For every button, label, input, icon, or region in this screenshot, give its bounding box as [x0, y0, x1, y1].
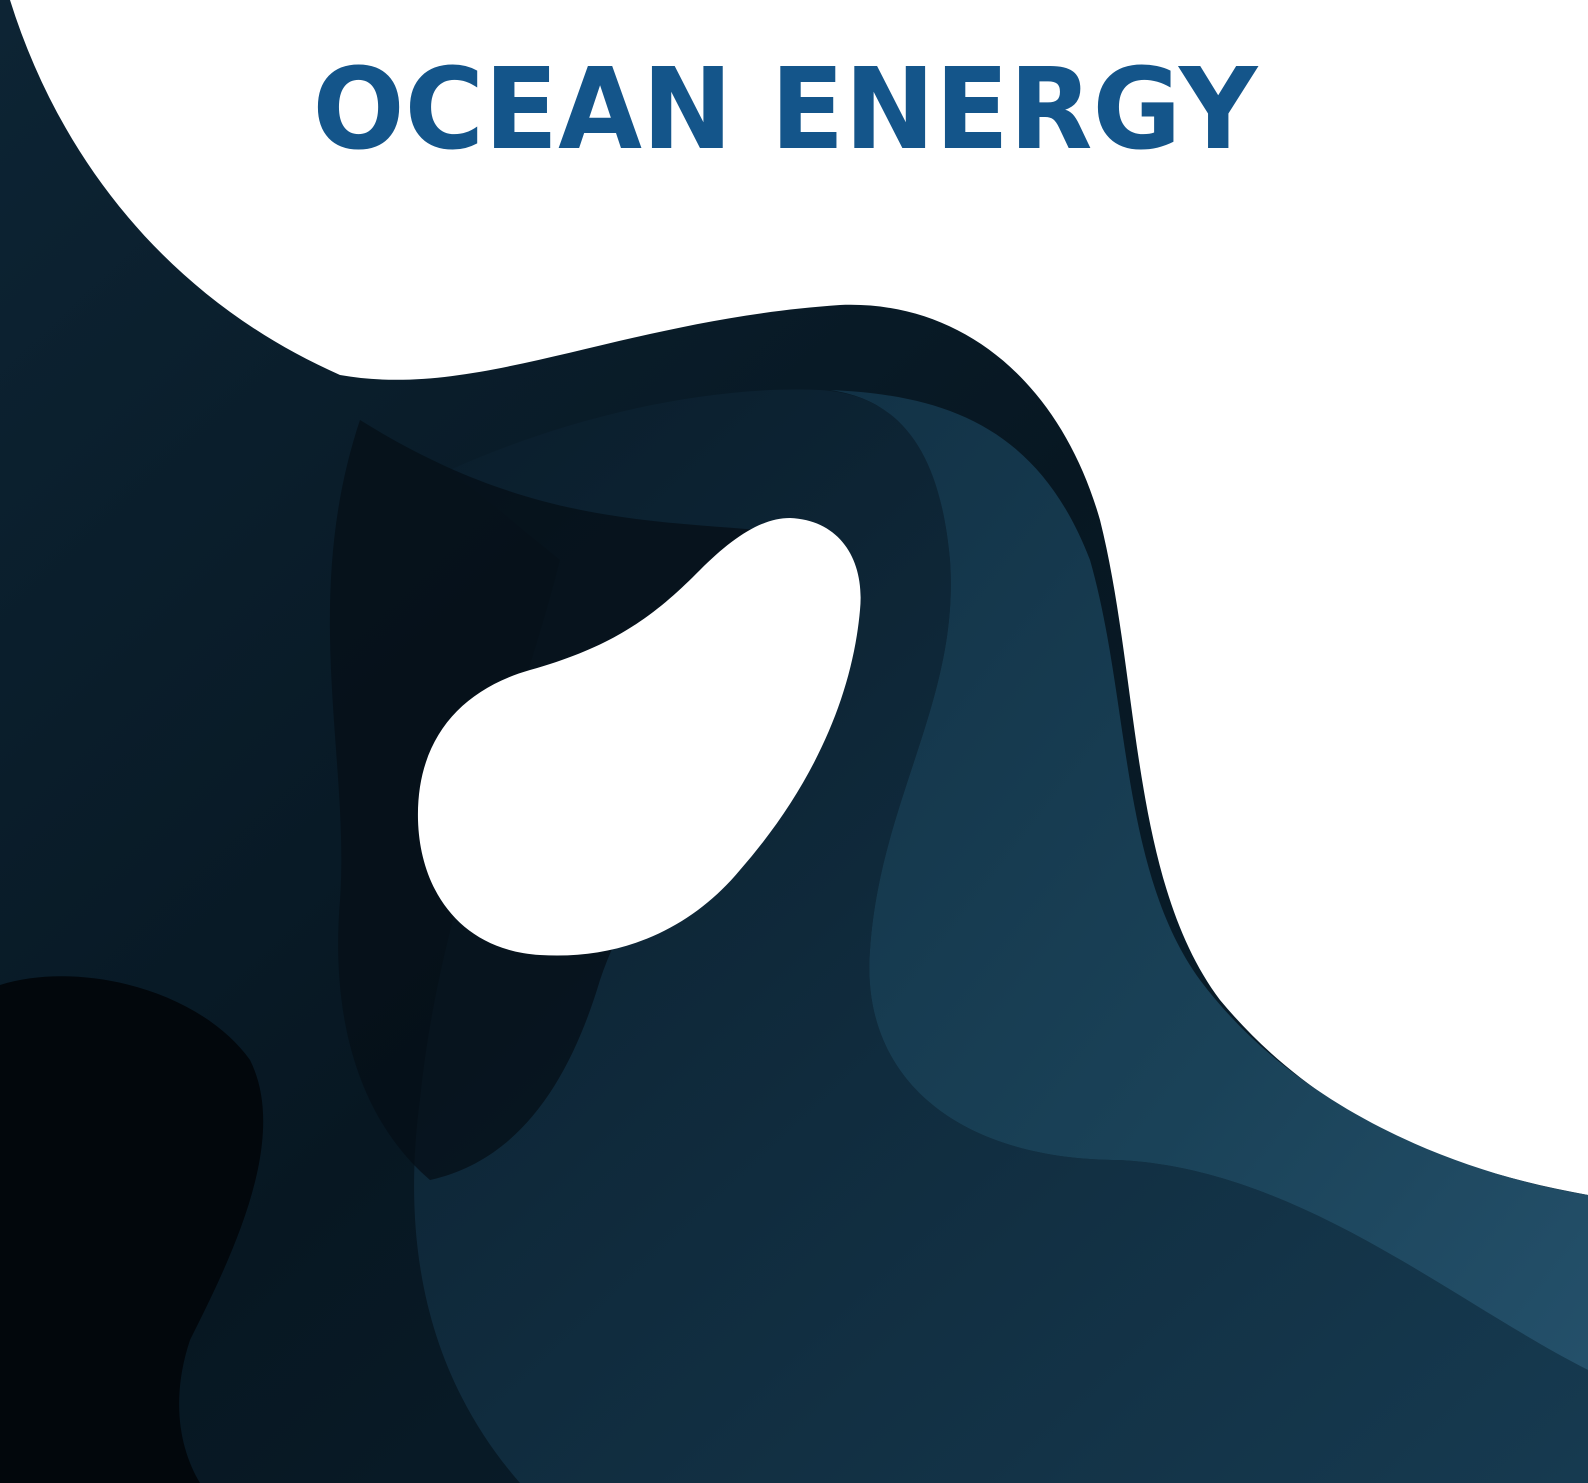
- dark-blob: [0, 976, 264, 1483]
- white-hole: [417, 518, 861, 956]
- title: OCEAN ENERGY: [313, 45, 1260, 175]
- wave-light: [830, 390, 1588, 1370]
